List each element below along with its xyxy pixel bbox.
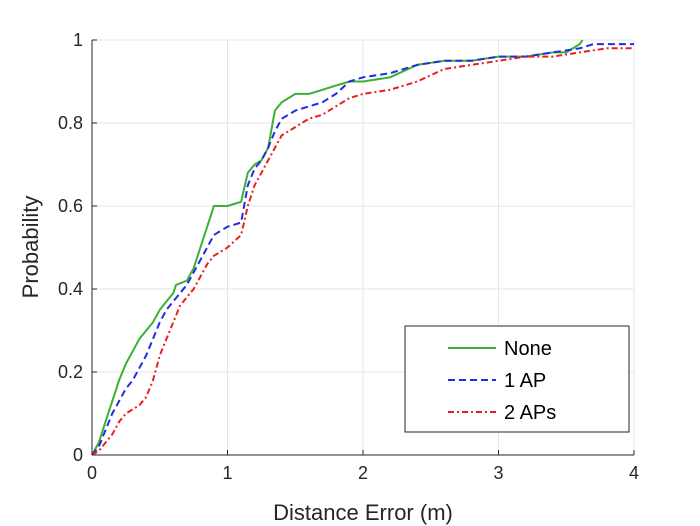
tick-labels: 0 1 2 3 4 0 0.2 0.4 0.6 0.8 1	[58, 30, 639, 483]
y-tick-label: 0.4	[58, 279, 83, 299]
legend-label-2: 1 AP	[504, 370, 546, 392]
y-tick-label: 0.2	[58, 362, 83, 382]
series-line-3	[91, 47, 634, 456]
x-tick-label: 2	[358, 463, 368, 483]
x-tick-label: 4	[629, 463, 639, 483]
legend-box	[404, 325, 630, 433]
legend-label-1: None	[504, 338, 552, 360]
y-tick-label: 0.8	[58, 113, 83, 133]
y-axis-label: Probability	[18, 196, 43, 299]
y-tick-label: 1	[73, 30, 83, 50]
axes	[91, 39, 635, 456]
legend: None 1 AP 2 APs	[404, 325, 630, 433]
y-tick-label: 0.6	[58, 196, 83, 216]
series-lines	[91, 39, 634, 456]
y-tick-label: 0	[73, 445, 83, 465]
legend-label-3: 2 APs	[504, 402, 556, 424]
x-tick-label: 0	[87, 463, 97, 483]
x-axis-label: Distance Error (m)	[273, 500, 453, 525]
x-tick-label: 3	[493, 463, 503, 483]
series-line-2	[91, 43, 634, 456]
x-tick-label: 1	[222, 463, 232, 483]
